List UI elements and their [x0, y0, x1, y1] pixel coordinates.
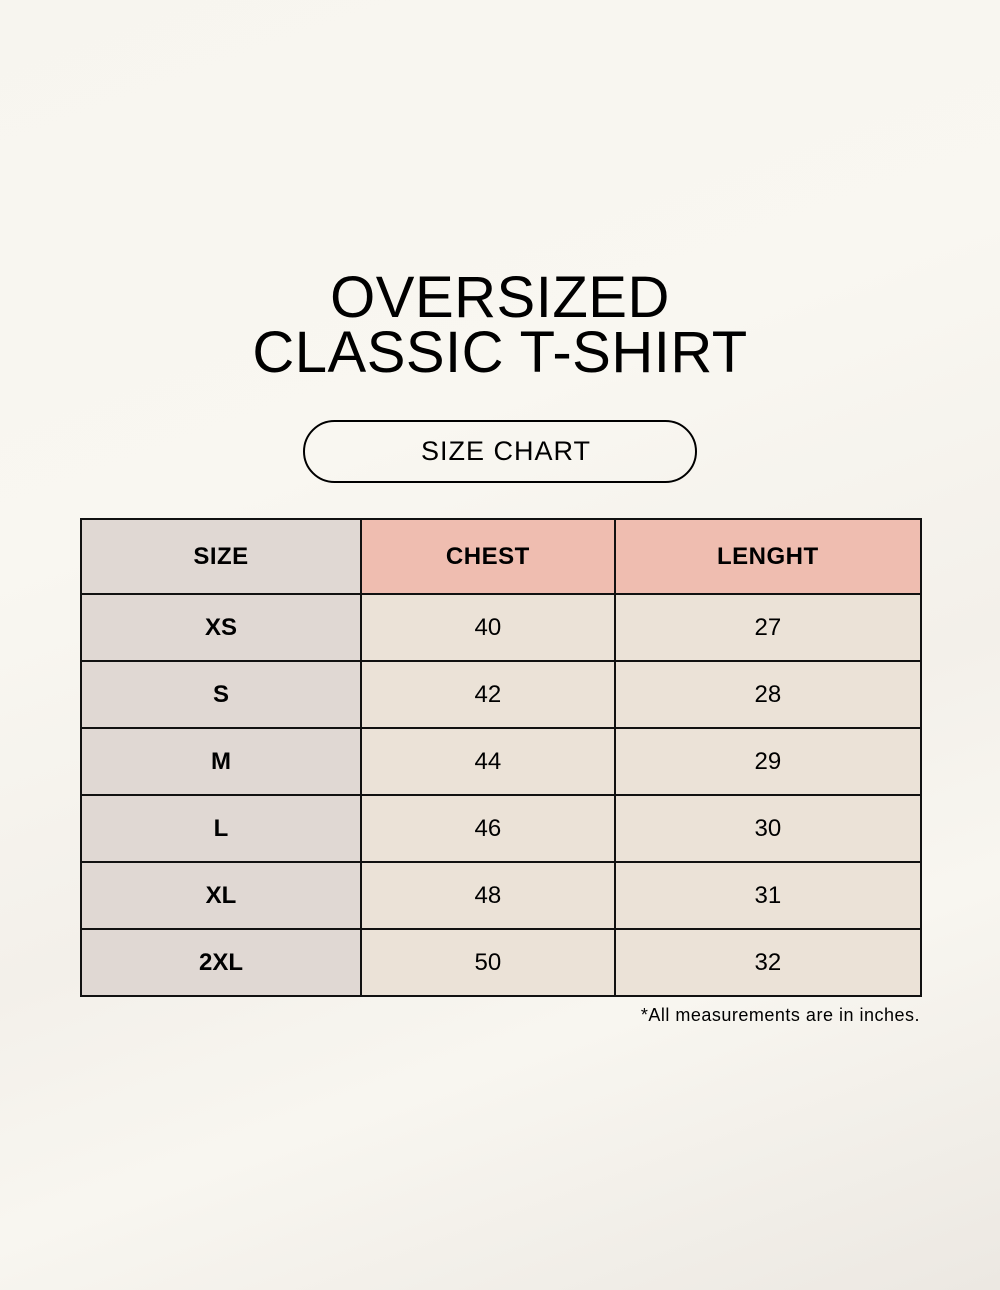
size-table: SIZE CHEST LENGHT XS 40 27 S 42 28 M 44 29 L 46 30 X… [80, 518, 923, 997]
size-cell: 2XL [80, 928, 362, 997]
table-row: L 46 30 [80, 794, 923, 863]
page-title: OVERSIZED CLASSIC T-SHIRT [0, 265, 1000, 385]
chest-cell: 44 [360, 727, 616, 796]
header-chest: CHEST [360, 518, 616, 595]
table-row: XL 48 31 [80, 861, 923, 930]
header-size: SIZE [80, 518, 362, 595]
length-cell: 27 [613, 593, 923, 662]
chest-cell: 46 [360, 794, 616, 863]
measurement-note: *All measurements are in inches. [640, 1005, 920, 1025]
table-header-row: SIZE CHEST LENGHT [80, 518, 923, 595]
length-cell: 30 [613, 794, 923, 863]
size-cell: XS [80, 593, 362, 662]
size-cell: L [80, 794, 362, 863]
size-chart-label: SIZE CHART [303, 420, 697, 483]
size-cell: S [80, 660, 362, 729]
size-cell: XL [80, 861, 362, 930]
header-length: LENGHT [613, 518, 923, 595]
chest-cell: 50 [360, 928, 616, 997]
table-row: 2XL 50 32 [80, 928, 923, 997]
length-cell: 28 [613, 660, 923, 729]
length-cell: 32 [613, 928, 923, 997]
size-cell: M [80, 727, 362, 796]
table-row: M 44 29 [80, 727, 923, 796]
chest-cell: 42 [360, 660, 616, 729]
chest-cell: 40 [360, 593, 616, 662]
length-cell: 29 [613, 727, 923, 796]
table-row: S 42 28 [80, 660, 923, 729]
title-line-2: CLASSIC T-SHIRT [252, 320, 748, 385]
length-cell: 31 [613, 861, 923, 930]
title-line-1: OVERSIZED [330, 265, 670, 330]
table-row: XS 40 27 [80, 593, 923, 662]
chest-cell: 48 [360, 861, 616, 930]
